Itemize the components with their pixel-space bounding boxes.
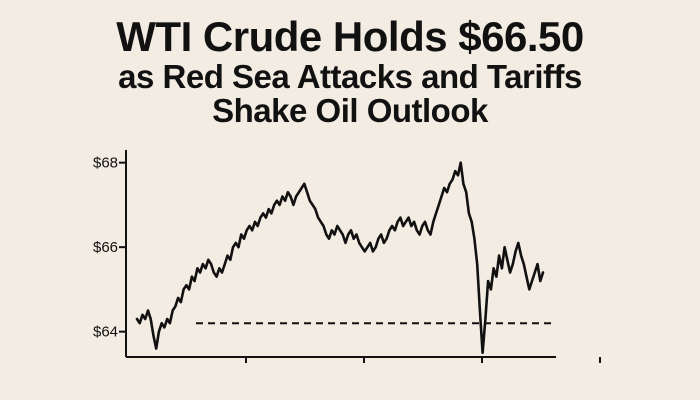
axes bbox=[125, 150, 556, 358]
headline: WTI Crude Holds $66.50 as Red Sea Attack… bbox=[0, 14, 700, 128]
price-series-line bbox=[135, 161, 545, 355]
y-tick-label: $68 bbox=[93, 155, 118, 172]
y-tick-label: $66 bbox=[93, 239, 118, 256]
headline-line-3: Shake Oil Outlook bbox=[212, 92, 488, 129]
y-axis-ticks: $68 $66 $64 bbox=[93, 155, 126, 341]
headline-line-1: WTI Crude Holds $66.50 bbox=[116, 13, 584, 60]
y-tick-label: $64 bbox=[93, 324, 118, 341]
x-axis-ticks bbox=[245, 357, 601, 363]
headline-line-2: as Red Sea Attacks and Tariffs bbox=[118, 58, 582, 95]
